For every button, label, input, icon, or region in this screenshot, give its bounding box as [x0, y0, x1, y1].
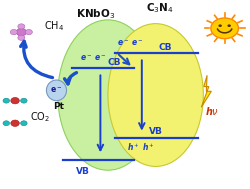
- Circle shape: [25, 29, 32, 35]
- Text: h$^+$: h$^+$: [141, 141, 154, 153]
- Circle shape: [18, 24, 25, 29]
- Circle shape: [11, 120, 19, 126]
- Polygon shape: [200, 75, 210, 107]
- Text: VB: VB: [76, 167, 90, 176]
- Ellipse shape: [108, 24, 202, 167]
- Text: e$^-$: e$^-$: [80, 54, 92, 63]
- Circle shape: [3, 121, 10, 126]
- Circle shape: [3, 98, 10, 103]
- Circle shape: [11, 98, 19, 104]
- Circle shape: [16, 28, 26, 36]
- Text: e$^-$: e$^-$: [130, 39, 142, 48]
- Circle shape: [226, 24, 230, 27]
- Circle shape: [20, 98, 27, 103]
- Text: Pt: Pt: [53, 102, 64, 111]
- Text: e$^-$: e$^-$: [116, 39, 128, 48]
- Circle shape: [18, 35, 25, 40]
- Text: h$^+$: h$^+$: [126, 141, 139, 153]
- Text: KNbO$_3$: KNbO$_3$: [76, 7, 114, 21]
- Text: e$^-$: e$^-$: [94, 54, 106, 63]
- Text: VB: VB: [148, 127, 162, 136]
- Circle shape: [20, 121, 27, 126]
- Circle shape: [218, 24, 221, 27]
- Circle shape: [210, 18, 238, 39]
- Text: CO$_2$: CO$_2$: [30, 111, 50, 125]
- Text: C$_3$N$_4$: C$_3$N$_4$: [145, 2, 172, 15]
- Text: h$\nu$: h$\nu$: [204, 105, 218, 117]
- Text: e$^-$: e$^-$: [50, 86, 62, 95]
- Text: CH$_4$: CH$_4$: [44, 19, 64, 33]
- Ellipse shape: [46, 80, 66, 101]
- Ellipse shape: [58, 20, 158, 170]
- Text: CB: CB: [158, 43, 172, 52]
- Circle shape: [10, 29, 17, 35]
- Text: CB: CB: [107, 58, 120, 67]
